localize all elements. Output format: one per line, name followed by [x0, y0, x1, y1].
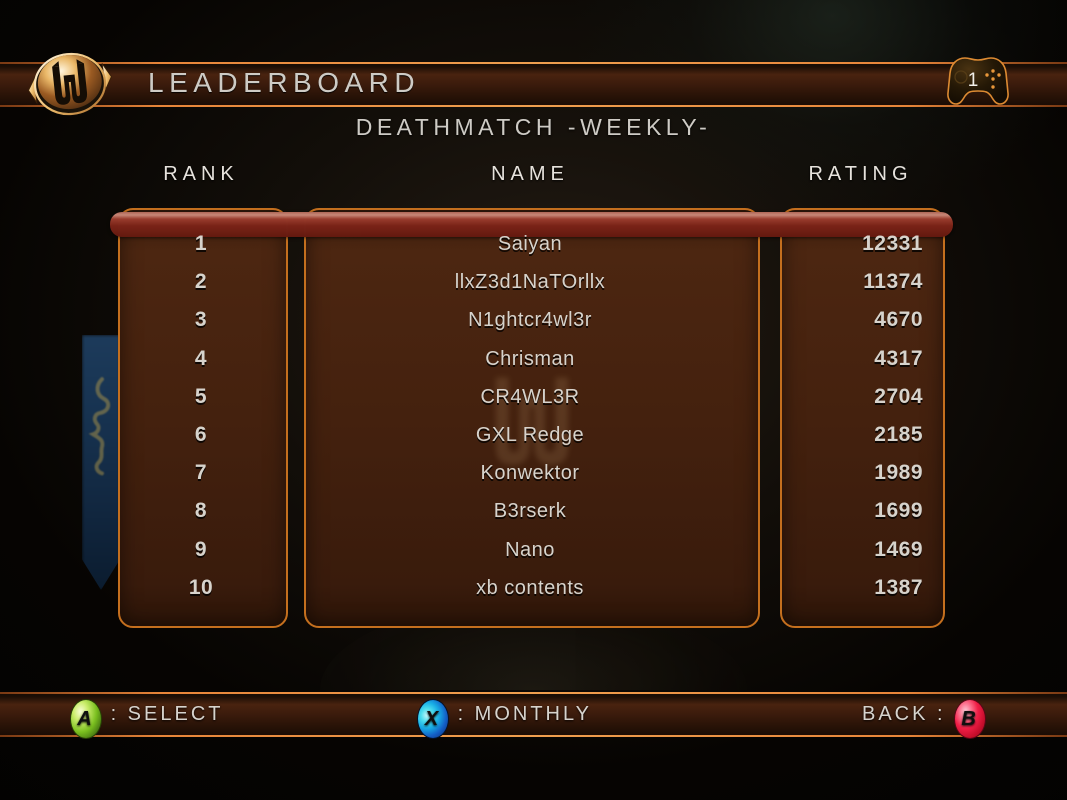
svg-text:1: 1	[968, 70, 979, 91]
